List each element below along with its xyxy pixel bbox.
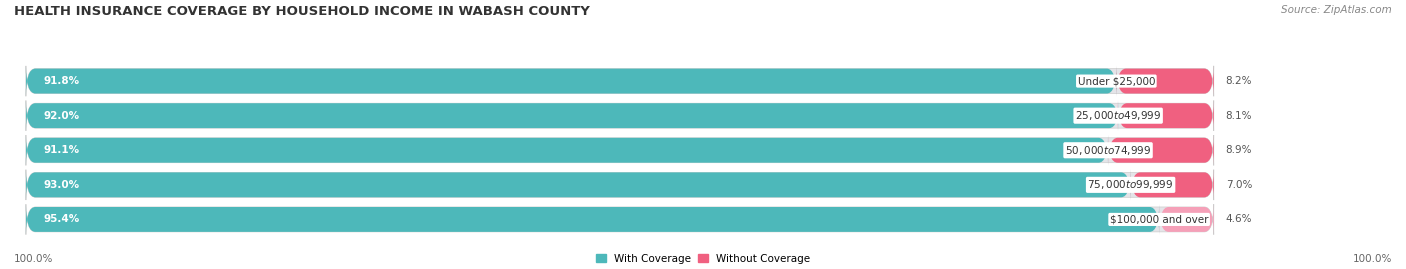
Text: 4.6%: 4.6% [1226, 214, 1253, 224]
Text: 100.0%: 100.0% [14, 254, 53, 264]
FancyBboxPatch shape [25, 100, 1119, 131]
Text: 8.9%: 8.9% [1226, 145, 1253, 155]
Text: $50,000 to $74,999: $50,000 to $74,999 [1064, 144, 1152, 157]
Legend: With Coverage, Without Coverage: With Coverage, Without Coverage [596, 254, 810, 264]
FancyBboxPatch shape [25, 66, 1213, 96]
Text: $100,000 and over: $100,000 and over [1109, 214, 1208, 224]
FancyBboxPatch shape [25, 170, 1130, 200]
FancyBboxPatch shape [1159, 204, 1213, 235]
Text: $75,000 to $99,999: $75,000 to $99,999 [1087, 178, 1174, 191]
Text: Under $25,000: Under $25,000 [1077, 76, 1156, 86]
FancyBboxPatch shape [1108, 135, 1213, 165]
FancyBboxPatch shape [25, 170, 1213, 200]
Text: $25,000 to $49,999: $25,000 to $49,999 [1076, 109, 1161, 122]
FancyBboxPatch shape [1116, 66, 1213, 96]
Text: 91.1%: 91.1% [44, 145, 80, 155]
Text: 8.1%: 8.1% [1226, 111, 1253, 121]
FancyBboxPatch shape [1130, 170, 1213, 200]
Text: Source: ZipAtlas.com: Source: ZipAtlas.com [1281, 5, 1392, 15]
Text: 92.0%: 92.0% [44, 111, 80, 121]
FancyBboxPatch shape [25, 135, 1108, 165]
Text: HEALTH INSURANCE COVERAGE BY HOUSEHOLD INCOME IN WABASH COUNTY: HEALTH INSURANCE COVERAGE BY HOUSEHOLD I… [14, 5, 591, 18]
Text: 95.4%: 95.4% [44, 214, 80, 224]
Text: 7.0%: 7.0% [1226, 180, 1251, 190]
Text: 8.2%: 8.2% [1226, 76, 1253, 86]
FancyBboxPatch shape [25, 100, 1213, 131]
FancyBboxPatch shape [1118, 100, 1213, 131]
FancyBboxPatch shape [25, 204, 1213, 235]
FancyBboxPatch shape [25, 66, 1116, 96]
FancyBboxPatch shape [25, 135, 1213, 165]
Text: 91.8%: 91.8% [44, 76, 80, 86]
Text: 100.0%: 100.0% [1353, 254, 1392, 264]
Text: 93.0%: 93.0% [44, 180, 80, 190]
FancyBboxPatch shape [25, 204, 1159, 235]
